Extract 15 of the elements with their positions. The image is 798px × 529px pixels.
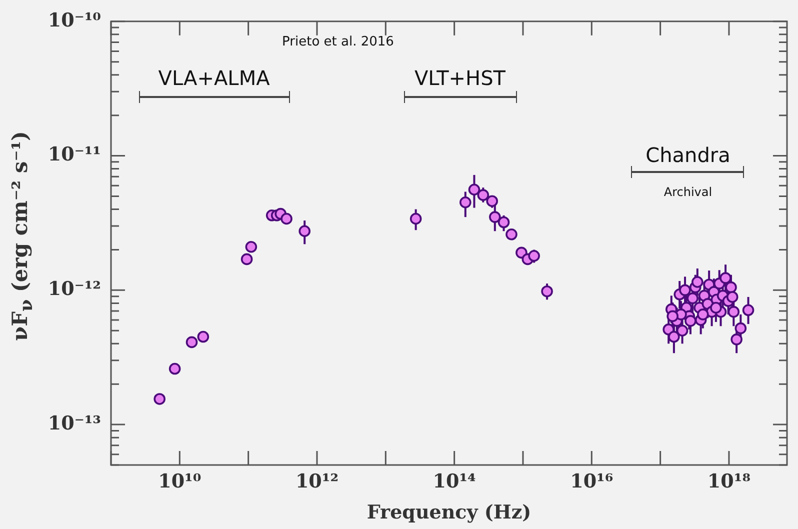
annotation: VLA+ALMA [158, 66, 270, 90]
x-tick-label: 10¹² [295, 470, 339, 492]
x-tick-label: 10¹⁸ [707, 470, 751, 492]
x-tick-label: 10¹⁰ [158, 470, 202, 492]
annotation: VLT+HST [414, 66, 506, 90]
y-tick-label: 10⁻¹¹ [48, 144, 101, 166]
annotation: Archival [664, 185, 712, 200]
annotation: Prieto et al. 2016 [282, 34, 394, 50]
y-tick-label: 10⁻¹³ [48, 412, 101, 434]
annotation: Chandra [646, 143, 730, 168]
x-tick-label: 10¹⁴ [432, 470, 476, 492]
x-tick-label: 10¹⁶ [570, 470, 614, 492]
y-tick-label: 10⁻¹⁰ [48, 9, 101, 32]
x-axis-title: Frequency (Hz) [366, 502, 532, 524]
y-tick-label: 10⁻¹² [48, 278, 101, 300]
